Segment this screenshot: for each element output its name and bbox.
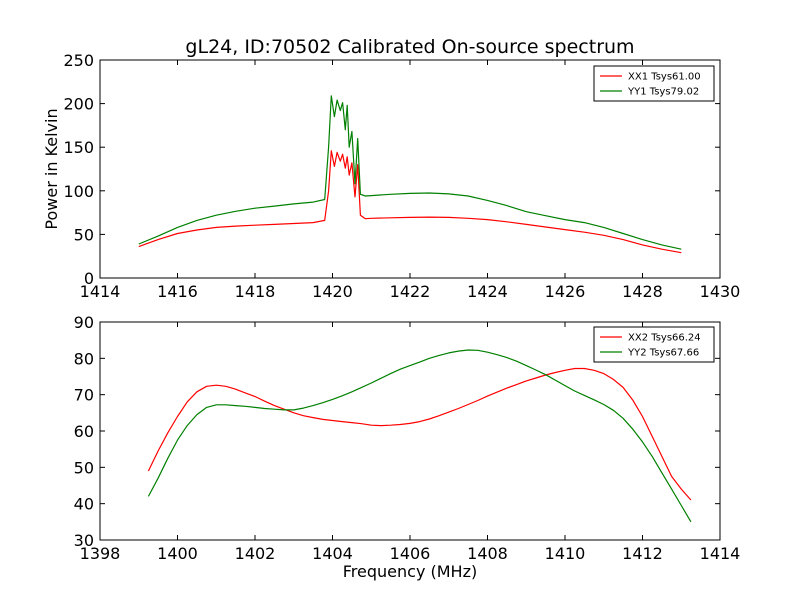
- x-tick-label-top: 1418: [235, 282, 276, 301]
- plot-top: 1414 1416 1418 1420 1422 1424 1426 1428 1430 0 50 1…: [42, 51, 740, 301]
- legend-top: XX1 Tsys61.00 YY1 Tsys79.02: [593, 65, 715, 102]
- x-tick-label-bottom: 1402: [235, 544, 276, 563]
- y-tick-label-bottom: 90: [74, 313, 94, 332]
- series-line-bottom-2: [147, 349, 692, 523]
- y-tick-label-bottom: 40: [74, 495, 94, 514]
- x-tick-label-top: 1426: [545, 282, 586, 301]
- plot-bottom: 1398 1400 1402 1404 1406 1408 1410 1412 1414 30 40…: [74, 313, 741, 581]
- series-line-top-2: [138, 95, 682, 250]
- legend-bottom: XX2 Tsys66.24 YY2 Tsys67.66: [593, 326, 715, 363]
- y-tick-label-top: 150: [63, 138, 94, 157]
- x-tick-label-bottom: 1406: [390, 544, 431, 563]
- x-tick-label-top: 1424: [467, 282, 508, 301]
- x-tick-label-bottom: 1404: [312, 544, 353, 563]
- legend-label-top-1: XX1 Tsys61.00: [628, 72, 701, 83]
- y-tick-label-bottom: 80: [74, 349, 94, 368]
- x-tick-label-bottom: 1408: [467, 544, 508, 563]
- y-axis-title-top: Power in Kelvin: [42, 108, 61, 229]
- x-tick-label-bottom: 1398: [80, 544, 121, 563]
- x-tick-label-top: 1420: [312, 282, 353, 301]
- legend-label-bottom-1: XX2 Tsys66.24: [628, 333, 701, 344]
- x-tick-label-bottom: 1410: [545, 544, 586, 563]
- legend-label-top-2: YY1 Tsys79.02: [627, 87, 699, 98]
- series-line-top-1: [138, 150, 682, 254]
- legend-label-bottom-2: YY2 Tsys67.66: [627, 348, 699, 359]
- x-axis-title-bottom: Frequency (MHz): [343, 562, 477, 581]
- x-tick-label-top: 1422: [390, 282, 431, 301]
- y-tick-label-top: 200: [63, 95, 94, 114]
- y-tick-label-bottom: 60: [74, 422, 94, 441]
- x-tick-label-bottom: 1414: [700, 544, 741, 563]
- x-tick-label-top: 1416: [157, 282, 198, 301]
- legend-box-bottom: [593, 326, 715, 363]
- x-tick-label-top: 1414: [80, 282, 121, 301]
- figure-title: gL24, ID:70502 Calibrated On-source spec…: [185, 36, 634, 58]
- y-tick-label-top: 250: [63, 51, 94, 70]
- y-tick-label-bottom: 30: [74, 531, 94, 550]
- y-tick-label-bottom: 50: [74, 458, 94, 477]
- y-tick-label-top: 50: [74, 225, 94, 244]
- x-tick-label-top: 1428: [622, 282, 663, 301]
- y-tick-label-top: 0: [84, 269, 94, 288]
- x-tick-label-bottom: 1400: [157, 544, 198, 563]
- x-tick-label-top: 1430: [700, 282, 741, 301]
- y-tick-label-top: 100: [63, 182, 94, 201]
- y-tick-label-bottom: 70: [74, 386, 94, 405]
- x-tick-label-bottom: 1412: [622, 544, 663, 563]
- series-line-bottom-1: [147, 367, 692, 501]
- legend-box-top: [593, 65, 715, 102]
